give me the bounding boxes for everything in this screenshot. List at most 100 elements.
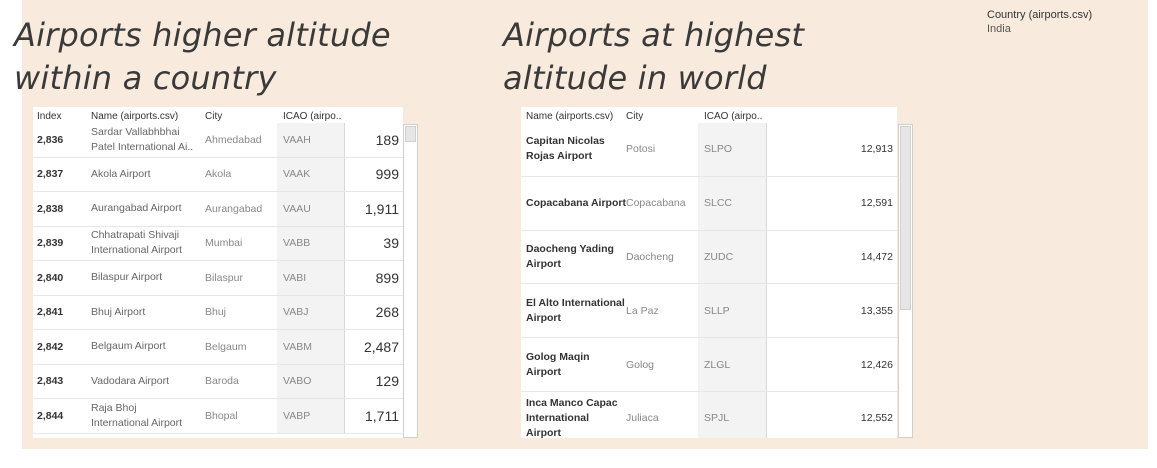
cell-icao-text: VABM [283,340,312,353]
cell-altitude: 12,552 [766,392,897,438]
cell-city-text: Mumbai [205,237,243,250]
cell-city-text: Baroda [205,375,239,388]
cell-index-text: 2,840 [37,271,64,284]
cell-city-text: Ahmedabad [205,133,262,146]
cell-city-text: Potosi [626,143,656,156]
table-row[interactable]: 2,843 Vadodara Airport Baroda VABO 129 [33,364,403,399]
country-filter-value[interactable]: India [987,23,1011,35]
cell-name-text: Chhatrapati Shivaji International Airport [91,228,182,258]
cell-city-text: Bhuj [205,306,227,319]
table-row[interactable]: Capitan Nicolas Rojas Airport Potosi SLPO 12… [521,123,897,177]
cell-altitude-text: 39 [383,235,399,252]
cell-city-text: Daocheng [626,250,674,263]
cell-city: Bhuj [205,296,277,330]
cell-index: 2,840 [37,261,87,295]
cell-name-line: Airport [526,426,561,438]
table-row[interactable]: 2,839 Chhatrapati Shivaji International Ai… [33,226,403,261]
cell-altitude: 189 [344,123,403,157]
header-icao[interactable]: ICAO (airpo.. [283,111,342,122]
country-table-scrollbar[interactable] [403,124,418,438]
table-row[interactable]: 2,838 Aurangabad Airport Aurangabad VAAU 1,9… [33,192,403,227]
cell-city-text: Aurangabad [205,202,263,215]
header-name[interactable]: Name (airports.csv) [91,111,179,122]
cell-city: Bilaspur [205,261,277,295]
cell-name-text: Inca Manco Capac International Airport [526,396,618,438]
cell-index: 2,841 [37,296,87,330]
cell-name-line: Chhatrapati Shivaji [91,229,180,242]
cell-icao-text: VABP [283,409,311,422]
cell-index-text: 2,841 [37,306,64,319]
cell-name: Inca Manco Capac International Airport [526,392,626,438]
cell-icao: VABB [277,226,344,260]
table-row[interactable]: 2,844 Raja Bhoj International Airport Bhopa… [33,399,403,434]
cell-altitude-text: 12,591 [860,197,893,210]
scrollbar-thumb[interactable] [405,126,416,142]
world-table-scrollbar[interactable] [898,124,913,438]
cell-icao-text: ZUDC [704,250,734,263]
cell-name-text: Golog Maqin Airport [526,350,626,380]
cell-name-line: Aurangabad Airport [91,202,182,215]
table-row[interactable]: 2,842 Belgaum Airport Belgaum VABM 2,487 [33,330,403,365]
header-city[interactable]: City [626,111,644,122]
table-row[interactable]: El Alto International Airport La Paz SLLP 13… [521,284,897,339]
cell-city: Daocheng [626,231,698,284]
cell-name-text: Sardar Vallabhbhai Patel International Ai… [91,125,193,155]
cell-city-text: Bhopal [205,409,238,422]
cell-name-line: Airport [526,311,561,324]
country-filter[interactable]: Country (airports.csv) India [987,9,1092,35]
table-row[interactable]: Daocheng Yading Airport Daocheng ZUDC 14,472 [521,230,897,285]
table-row[interactable]: Golog Maqin Airport Golog ZLGL 12,426 [521,338,897,392]
cell-name: Akola Airport [91,158,203,192]
cell-name-line: Bilaspur Airport [91,271,163,284]
cell-name-line: Airport [526,257,561,270]
cell-icao: VABP [277,399,344,433]
cell-index-text: 2,838 [37,202,64,215]
cell-city: Belgaum [205,330,277,364]
cell-altitude-text: 12,552 [860,412,893,425]
cell-altitude-text: 129 [375,373,399,390]
header-city[interactable]: City [205,111,223,122]
cell-name-line: Inca Manco Capac [526,396,618,409]
table-row[interactable]: Copacabana Airport Copacabana SLCC 12,591 [521,176,897,231]
cell-icao-text: SPJL [704,412,730,425]
cell-name: Bilaspur Airport [91,261,203,295]
cell-name: Copacabana Airport [526,177,626,230]
cell-name-line: Rojas Airport [526,150,593,163]
cell-name-line: Golog Maqin Airport [526,350,590,378]
cell-altitude: 12,913 [766,123,897,176]
header-index[interactable]: Index [37,111,62,122]
cell-name-text: Capitan Nicolas Rojas Airport [526,134,605,164]
cell-altitude: 129 [344,364,403,398]
table-row[interactable]: Inca Manco Capac International Airport Juli… [521,392,897,438]
cell-city-text: Juliaca [626,412,659,425]
table-row[interactable]: 2,841 Bhuj Airport Bhuj VABJ 268 [33,295,403,330]
cell-icao-text: VABI [283,271,307,284]
cell-index-text: 2,843 [37,375,64,388]
cell-icao: ZLGL [698,338,766,391]
cell-name: Sardar Vallabhbhai Patel International Ai… [91,123,203,157]
table-row[interactable]: 2,836 Sardar Vallabhbhai Patel Internation… [33,123,403,158]
cell-index: 2,842 [37,330,87,364]
table-header: Name (airports.csv) City ICAO (airpo.. [521,107,897,123]
title-line: altitude in world [503,59,767,97]
table-row[interactable]: 2,837 Akola Airport Akola VAAK 999 [33,157,403,192]
cell-icao: VAAH [277,123,344,157]
cell-city: Copacabana [626,177,698,230]
cell-city-text: Golog [626,358,655,371]
scrollbar-thumb[interactable] [900,126,911,310]
cell-name-line: Sardar Vallabhbhai [91,125,180,138]
cell-altitude: 2,487 [344,330,403,364]
cell-name: Belgaum Airport [91,330,203,364]
cell-icao-text: SLLP [704,304,730,317]
cell-name-line: Belgaum Airport [91,340,166,353]
header-icao[interactable]: ICAO (airpo.. [704,111,763,122]
title-world-airports: Airports at highest altitude in world [503,14,883,100]
cell-altitude-text: 1,711 [365,407,399,424]
cell-altitude-text: 999 [375,166,399,183]
cell-icao-text: VABB [283,237,311,250]
cell-icao-text: SLPO [704,143,733,156]
header-name[interactable]: Name (airports.csv) [526,111,614,122]
cell-name-text: Belgaum Airport [91,339,166,354]
cell-name-text: Vadodara Airport [91,374,169,389]
table-row[interactable]: 2,840 Bilaspur Airport Bilaspur VABI 899 [33,261,403,296]
